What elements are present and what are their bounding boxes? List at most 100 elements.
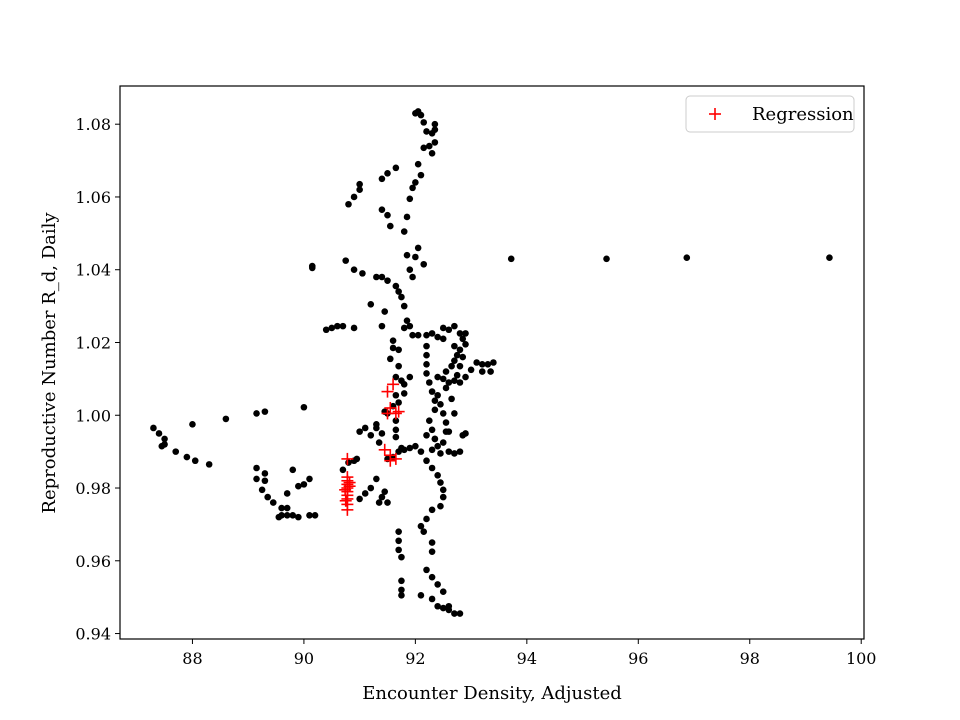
point-series-0-158 <box>400 381 408 388</box>
point-series-0-136 <box>445 606 453 614</box>
point-series-0-21 <box>283 512 291 519</box>
point-series-0-144 <box>386 355 394 363</box>
point-series-0-130 <box>428 573 436 581</box>
point-series-0-237 <box>439 439 447 446</box>
point-series-0-177 <box>423 342 430 350</box>
point-series-0-147 <box>395 346 402 354</box>
point-series-0-25 <box>278 512 285 519</box>
point-series-0-204 <box>462 341 469 348</box>
point-series-0-180 <box>423 370 430 377</box>
point-series-0-236 <box>434 442 441 450</box>
point-series-0-1 <box>155 430 163 437</box>
point-series-0-238 <box>442 428 450 435</box>
point-series-0-72 <box>431 126 439 133</box>
point-series-0-49 <box>381 308 389 315</box>
point-series-0-181 <box>426 379 433 386</box>
point-series-0-192 <box>456 448 464 455</box>
point-series-0-141 <box>398 577 405 585</box>
point-series-0-87 <box>353 455 361 463</box>
point-series-0-143 <box>398 592 405 599</box>
point-series-0-195 <box>428 330 436 337</box>
point-series-0-126 <box>398 553 405 561</box>
point-series-0-29 <box>306 475 313 483</box>
point-series-0-131 <box>434 581 441 588</box>
point-series-0-45 <box>373 273 380 281</box>
point-series-0-207 <box>456 362 464 370</box>
point-series-0-172 <box>412 253 419 261</box>
point-series-0-211 <box>434 373 441 381</box>
point-series-0-150 <box>392 391 400 399</box>
point-series-0-96 <box>356 495 363 503</box>
point-series-0-134 <box>451 610 458 617</box>
point-series-0-212 <box>442 368 450 375</box>
point-series-0-190 <box>445 448 453 455</box>
point-series-0-79 <box>412 179 419 186</box>
point-series-0-137 <box>439 604 447 612</box>
point-series-0-84 <box>339 466 347 474</box>
point-series-0-50 <box>378 322 386 330</box>
point-regression-17 <box>384 454 397 467</box>
point-series-0-44 <box>359 270 366 277</box>
point-regression-16 <box>389 452 402 465</box>
point-series-0-213 <box>448 362 455 370</box>
point-series-0-54 <box>356 180 363 188</box>
point-series-0-18 <box>264 493 271 501</box>
point-series-0-58 <box>378 175 386 183</box>
point-series-0-0 <box>150 424 157 432</box>
point-series-0-81 <box>603 255 610 263</box>
point-series-0-108 <box>400 446 408 454</box>
point-series-0-219 <box>439 410 447 417</box>
point-series-0-170 <box>406 266 414 274</box>
point-series-0-233 <box>487 368 494 375</box>
point-series-0-185 <box>426 417 433 425</box>
point-series-0-186 <box>428 426 436 434</box>
point-regression-22 <box>381 385 394 398</box>
point-series-0-235 <box>431 435 439 443</box>
point-series-0-189 <box>437 450 444 457</box>
point-series-0-222 <box>451 410 458 417</box>
point-series-0-37 <box>322 326 330 334</box>
point-series-0-206 <box>459 353 467 361</box>
point-series-0-88 <box>356 428 363 435</box>
point-series-0-6 <box>183 453 191 461</box>
point-series-0-202 <box>462 330 469 337</box>
point-series-0-53 <box>356 186 363 193</box>
point-series-0-15 <box>253 475 260 483</box>
point-series-0-140 <box>417 592 425 599</box>
point-series-0-47 <box>378 273 386 281</box>
point-series-0-225 <box>445 379 453 386</box>
y-tick-label-3: 1.00 <box>75 406 111 425</box>
x-tick-label-0: 88 <box>182 649 202 668</box>
point-series-0-169 <box>403 251 411 259</box>
point-series-0-31 <box>295 513 302 521</box>
point-series-0-97 <box>361 490 369 497</box>
point-series-0-98 <box>367 484 375 492</box>
point-series-0-63 <box>406 195 414 203</box>
point-series-0-208 <box>453 371 461 379</box>
point-series-0-201 <box>456 330 464 337</box>
point-series-0-194 <box>462 430 469 437</box>
point-series-0-200 <box>451 322 458 330</box>
point-series-0-26 <box>289 466 297 474</box>
y-axis-label: Reproductive Number R_d, Daily <box>39 212 60 514</box>
point-series-0-218 <box>437 401 444 408</box>
x-axis-label: Encounter Density, Adjusted <box>362 683 622 704</box>
point-series-0-135 <box>456 610 464 617</box>
point-series-0-154 <box>392 426 400 434</box>
point-series-0-11 <box>253 410 260 417</box>
point-series-0-77 <box>414 160 422 168</box>
x-tick-label-5: 98 <box>740 649 760 668</box>
point-series-0-230 <box>478 361 486 368</box>
point-series-0-10 <box>222 415 230 423</box>
point-series-0-28 <box>300 481 308 488</box>
point-series-0-120 <box>423 515 430 523</box>
point-series-0-220 <box>442 419 450 426</box>
point-regression-10 <box>339 494 352 507</box>
y-tick-label-4: 1.02 <box>75 333 111 352</box>
point-series-0-48 <box>384 277 391 284</box>
point-series-0-167 <box>406 322 414 330</box>
point-series-0-103 <box>384 499 391 506</box>
point-series-0-27 <box>295 482 302 490</box>
legend-label-regression: Regression <box>752 104 854 125</box>
